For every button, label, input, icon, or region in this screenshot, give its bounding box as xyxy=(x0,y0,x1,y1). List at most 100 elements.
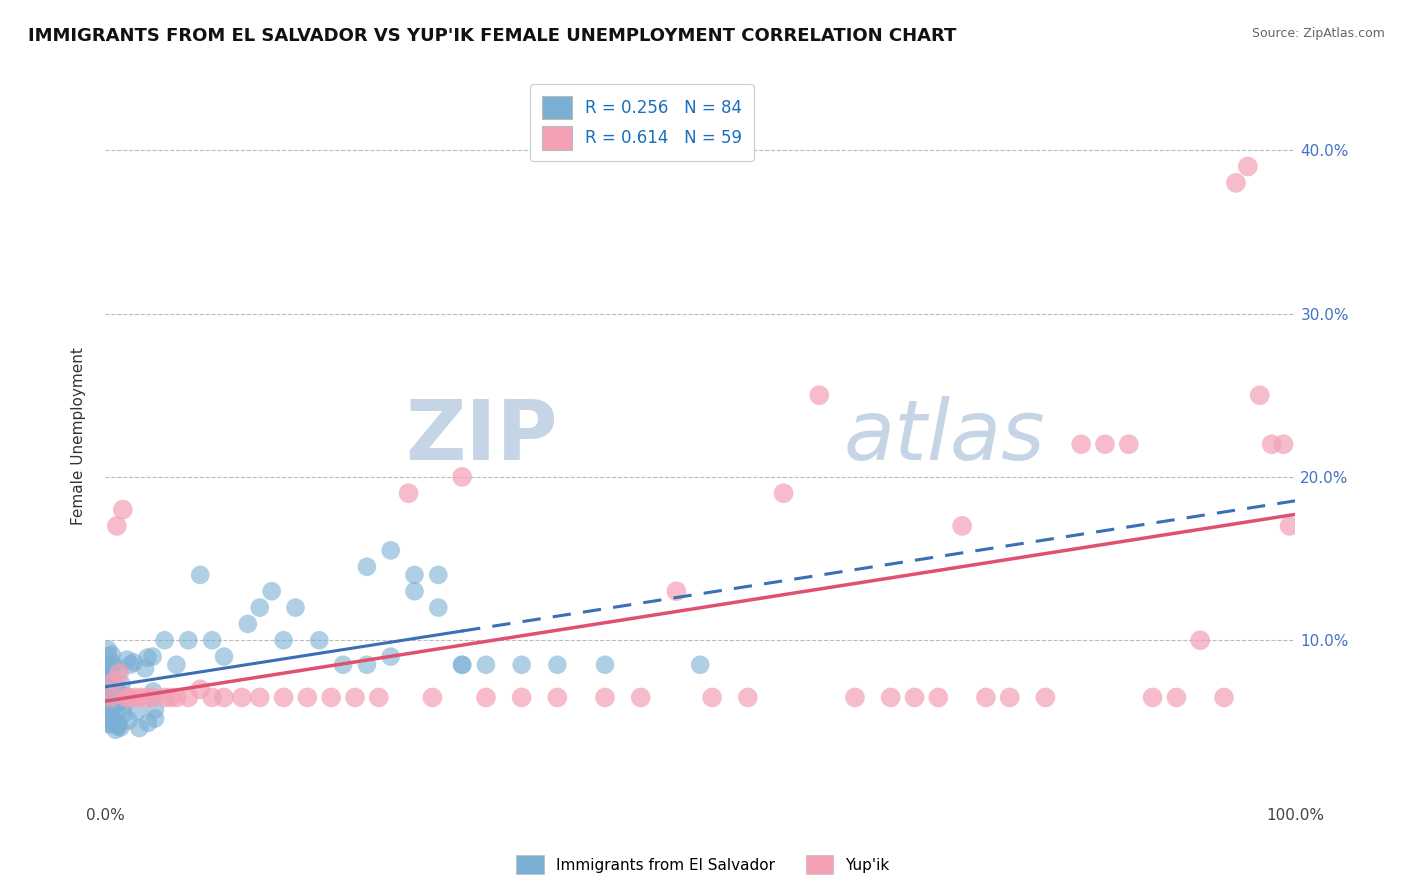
Point xyxy=(136,650,159,665)
Point xyxy=(107,694,129,708)
Point xyxy=(96,671,118,685)
Point xyxy=(1189,633,1212,648)
Point xyxy=(398,486,420,500)
Point xyxy=(451,657,474,672)
Point xyxy=(260,584,283,599)
Point xyxy=(96,701,118,715)
Point xyxy=(451,657,474,672)
Point xyxy=(128,721,150,735)
Point xyxy=(510,690,533,705)
Point xyxy=(112,707,135,722)
Point xyxy=(249,690,271,705)
Point xyxy=(143,712,166,726)
Point xyxy=(96,688,118,702)
Point xyxy=(103,674,125,689)
Point xyxy=(1094,437,1116,451)
Point xyxy=(1166,690,1188,705)
Point xyxy=(97,660,120,674)
Point xyxy=(97,672,120,686)
Point xyxy=(165,690,187,705)
Point xyxy=(96,698,118,712)
Point xyxy=(212,690,235,705)
Point xyxy=(510,657,533,672)
Point xyxy=(98,714,121,729)
Point xyxy=(97,717,120,731)
Point xyxy=(1272,437,1295,451)
Point xyxy=(593,690,616,705)
Point xyxy=(321,690,343,705)
Point xyxy=(115,690,138,705)
Point xyxy=(165,657,187,672)
Point xyxy=(107,697,129,711)
Y-axis label: Female Unemployment: Female Unemployment xyxy=(72,347,86,525)
Point xyxy=(1249,388,1271,402)
Point xyxy=(104,698,127,712)
Point xyxy=(117,714,139,728)
Point xyxy=(1118,437,1140,451)
Point xyxy=(380,649,402,664)
Point xyxy=(120,657,142,672)
Text: IMMIGRANTS FROM EL SALVADOR VS YUP'IK FEMALE UNEMPLOYMENT CORRELATION CHART: IMMIGRANTS FROM EL SALVADOR VS YUP'IK FE… xyxy=(28,27,956,45)
Point xyxy=(630,690,652,705)
Point xyxy=(98,706,121,721)
Point xyxy=(927,690,949,705)
Point xyxy=(98,665,121,679)
Point xyxy=(105,519,128,533)
Point xyxy=(422,690,444,705)
Point xyxy=(107,716,129,731)
Point xyxy=(427,568,450,582)
Point xyxy=(879,690,901,705)
Point xyxy=(105,681,128,696)
Point xyxy=(134,661,156,675)
Point xyxy=(100,694,122,708)
Point xyxy=(104,681,127,695)
Point xyxy=(110,677,132,691)
Point xyxy=(689,657,711,672)
Point xyxy=(737,690,759,705)
Point xyxy=(808,388,831,402)
Point xyxy=(142,649,165,664)
Text: Source: ZipAtlas.com: Source: ZipAtlas.com xyxy=(1251,27,1385,40)
Point xyxy=(332,657,354,672)
Point xyxy=(427,600,450,615)
Point xyxy=(1237,160,1260,174)
Point xyxy=(249,600,271,615)
Point xyxy=(367,690,389,705)
Point xyxy=(236,616,259,631)
Point xyxy=(107,719,129,733)
Point xyxy=(380,543,402,558)
Point xyxy=(101,657,124,671)
Point xyxy=(110,721,132,735)
Point xyxy=(100,690,122,705)
Text: atlas: atlas xyxy=(844,395,1045,476)
Point xyxy=(96,697,118,711)
Point xyxy=(475,657,498,672)
Point xyxy=(115,690,138,704)
Point xyxy=(188,568,211,582)
Point xyxy=(103,714,125,728)
Point xyxy=(100,648,122,662)
Point xyxy=(772,486,794,500)
Point xyxy=(212,649,235,664)
Point xyxy=(142,684,165,698)
Point xyxy=(546,657,568,672)
Point xyxy=(111,700,134,714)
Point xyxy=(108,665,131,680)
Point xyxy=(231,690,253,705)
Point xyxy=(124,690,146,705)
Point xyxy=(177,633,200,648)
Point xyxy=(111,502,134,516)
Point xyxy=(273,633,295,648)
Point xyxy=(104,696,127,710)
Point xyxy=(98,671,121,685)
Point xyxy=(974,690,997,705)
Point xyxy=(96,679,118,693)
Point xyxy=(143,703,166,717)
Point xyxy=(998,690,1021,705)
Point xyxy=(475,690,498,705)
Point xyxy=(98,665,121,680)
Point xyxy=(356,657,378,672)
Point xyxy=(201,690,224,705)
Point xyxy=(1225,176,1247,190)
Point xyxy=(107,664,129,678)
